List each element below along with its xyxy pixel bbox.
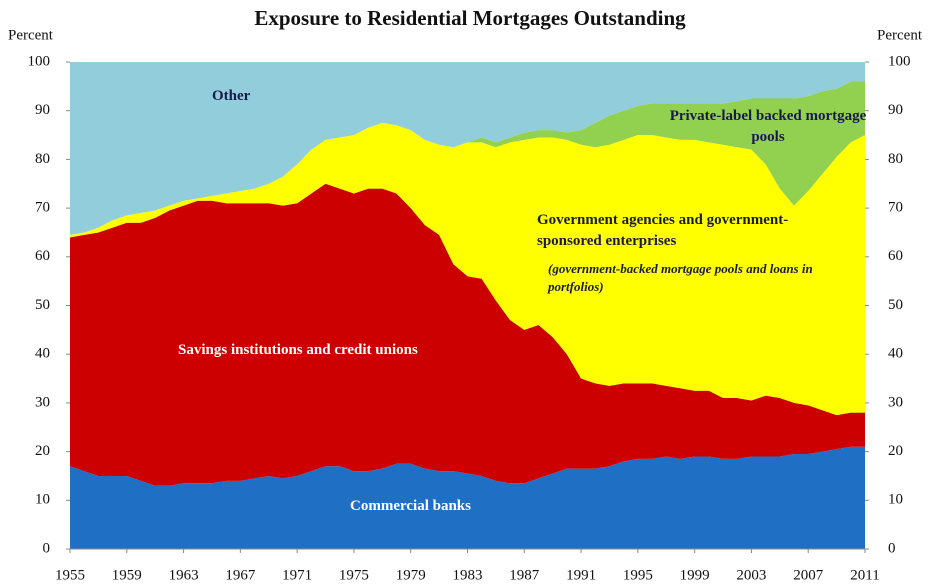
y-tick-label: 70	[35, 200, 50, 216]
y2-tick-label: 30	[888, 394, 903, 410]
y-tick-label: 80	[35, 151, 50, 167]
x-tick-label: 1987	[509, 567, 540, 583]
y-tick-label: 20	[35, 443, 50, 459]
y-tick-label: 60	[35, 248, 50, 264]
x-tick-label: 1963	[169, 567, 199, 583]
y2-tick-label: 70	[888, 200, 903, 216]
y2-tick-label: 50	[888, 297, 903, 313]
series-label: Private-label backed mortgage pools	[669, 108, 867, 145]
y-tick-label: 90	[35, 102, 50, 118]
x-tick-label: 1959	[112, 567, 142, 583]
series-label: Commercial banks	[350, 498, 471, 514]
x-tick-label: 1979	[396, 567, 426, 583]
x-tick-label: 2011	[850, 567, 879, 583]
y2-tick-label: 0	[888, 540, 896, 556]
series-label: Other	[212, 88, 251, 104]
series-label: Government agencies and government-spons…	[537, 212, 789, 249]
area	[70, 62, 865, 235]
y2-tick-label: 10	[888, 492, 903, 508]
x-tick-label: 1983	[453, 567, 483, 583]
series-note: (government-backed mortgage pools and lo…	[548, 261, 813, 294]
y-axis-label: Percent	[8, 27, 54, 43]
x-tick-label: 1995	[623, 567, 653, 583]
y2-tick-label: 60	[888, 248, 903, 264]
x-tick-label: 2007	[793, 567, 824, 583]
x-tick-label: 1975	[339, 567, 369, 583]
y2-tick-label: 90	[888, 102, 903, 118]
series-label: Savings institutions and credit unions	[178, 342, 418, 358]
y-tick-label: 30	[35, 394, 50, 410]
area	[70, 122, 865, 416]
area	[70, 81, 865, 235]
area	[70, 446, 865, 549]
area	[70, 183, 865, 486]
y-tick-label: 100	[28, 53, 51, 69]
chart-title: Exposure to Residential Mortgages Outsta…	[254, 6, 686, 30]
y2-tick-label: 100	[888, 53, 911, 69]
x-tick-label: 1967	[225, 567, 256, 583]
x-tick-label: 1971	[282, 567, 312, 583]
y-tick-label: 10	[35, 492, 50, 508]
y2-tick-label: 20	[888, 443, 903, 459]
x-tick-label: 1999	[680, 567, 710, 583]
x-tick-label: 1991	[566, 567, 596, 583]
y-tick-label: 50	[35, 297, 50, 313]
y-tick-label: 0	[43, 540, 51, 556]
y2-axis-label: Percent	[877, 27, 923, 43]
y2-tick-label: 40	[888, 346, 903, 362]
y-tick-label: 40	[35, 346, 50, 362]
x-tick-label: 2003	[736, 567, 766, 583]
x-tick-label: 1955	[55, 567, 85, 583]
y2-tick-label: 80	[888, 151, 903, 167]
